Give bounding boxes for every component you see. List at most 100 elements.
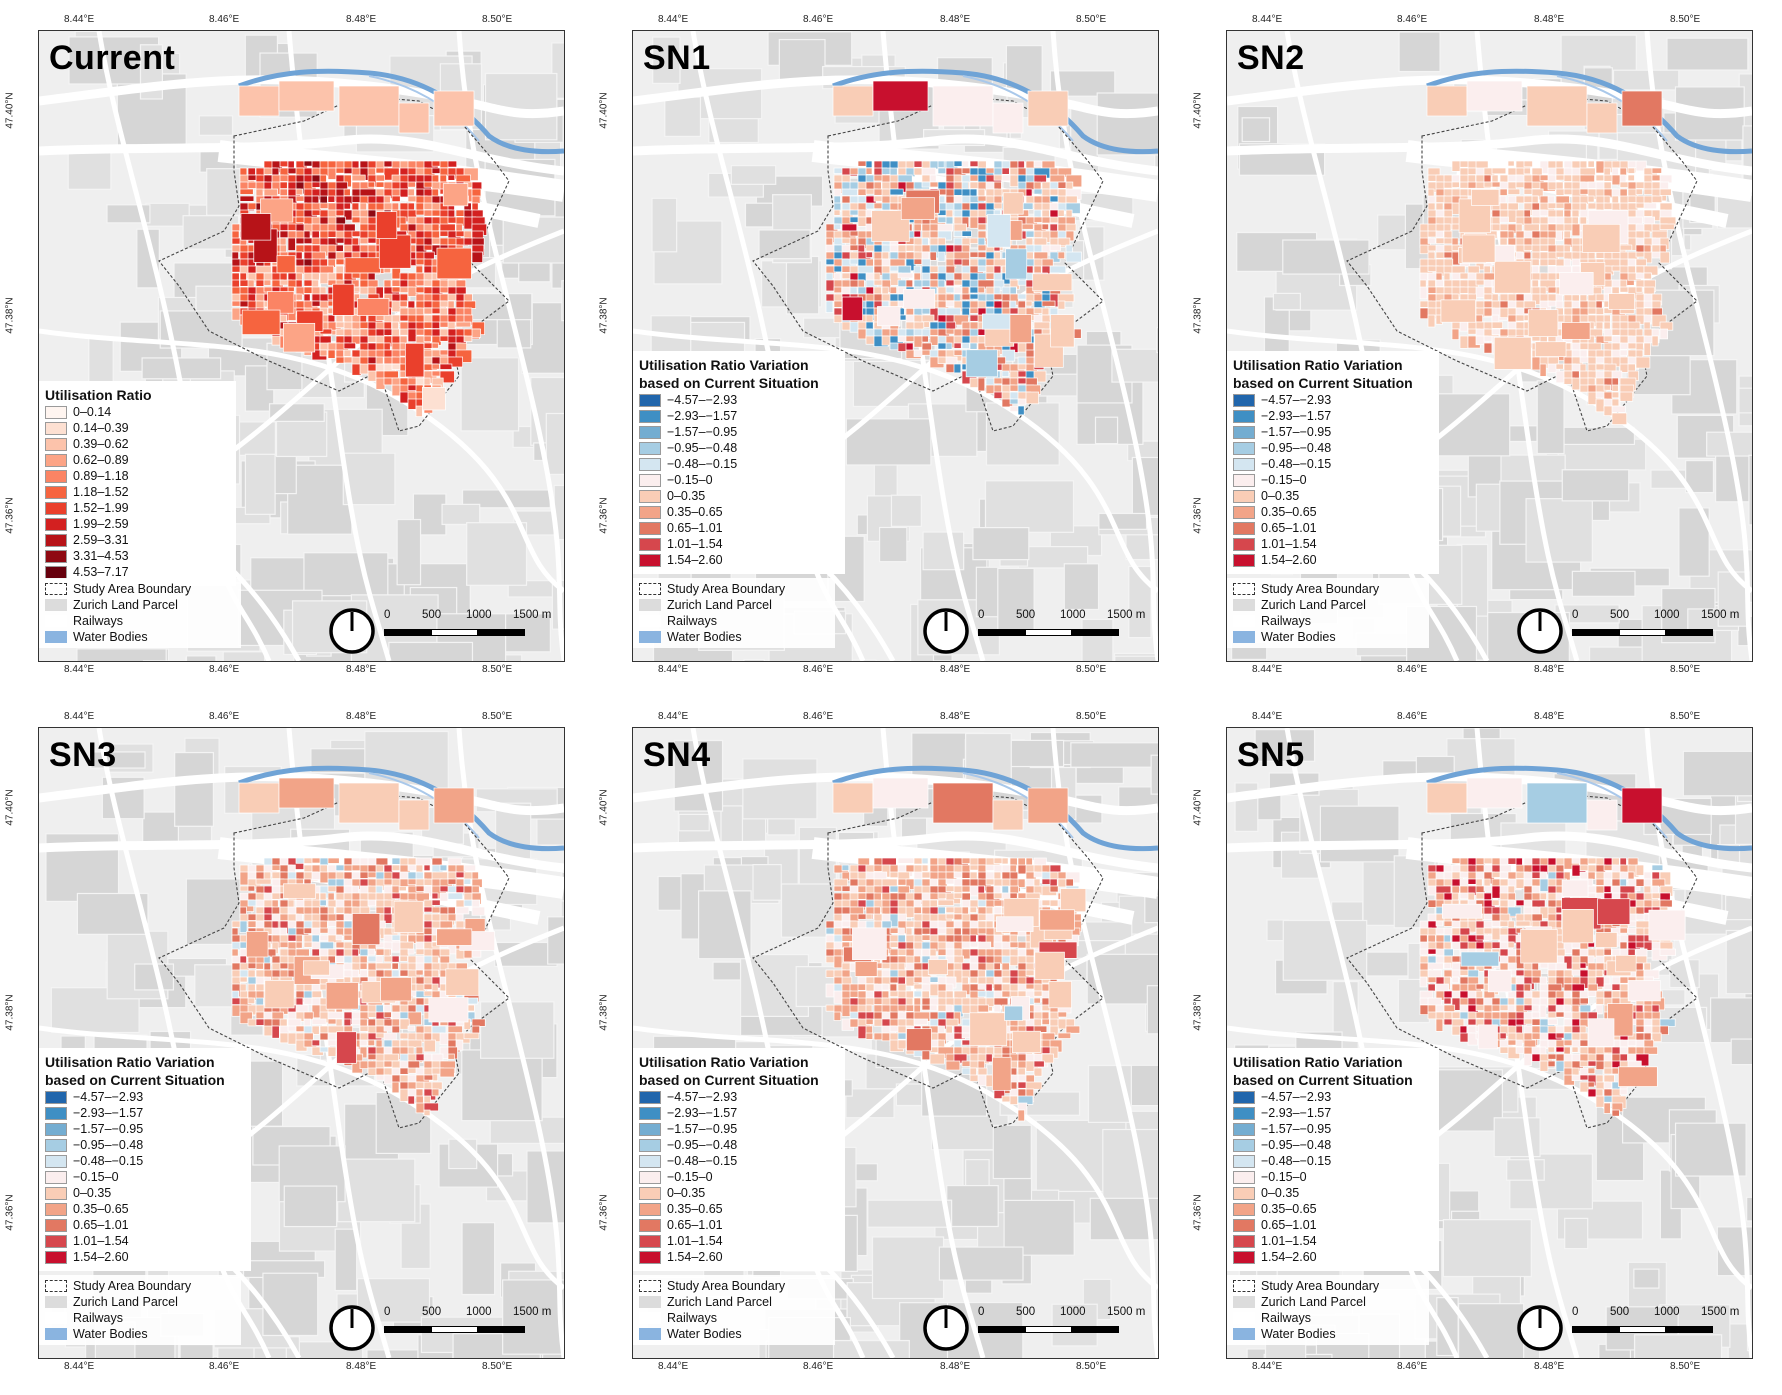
legend-class: −0.48–−0.15: [1233, 456, 1433, 472]
land-parcel-coloured: [423, 321, 433, 329]
land-parcel-coloured: [455, 342, 467, 352]
land-parcel-coloured: [1523, 244, 1534, 251]
base-layers-legend: Study Area Boundary Zurich Land Parcel Rai…: [1227, 578, 1429, 648]
legend-class-label: 1.54–2.60: [73, 1250, 129, 1264]
land-parcel-coloured: [1579, 342, 1589, 350]
land-parcel-coloured: [367, 899, 376, 907]
legend-class: −4.57–−2.93: [639, 392, 839, 408]
land-parcel-coloured: [279, 927, 287, 936]
land-parcel-coloured: [881, 878, 898, 887]
land-parcel-coloured: [359, 955, 368, 964]
legend-class: −0.15–0: [1233, 472, 1433, 488]
latitude-tick-label: 47.40°N: [598, 789, 610, 826]
land-parcel-coloured: [865, 167, 873, 175]
road: [633, 831, 1158, 873]
land-parcel-coloured: [1571, 258, 1581, 266]
land-parcel-coloured: [1025, 300, 1033, 307]
longitude-tick-label: 8.46°E: [803, 664, 834, 675]
legend-class: 0.65–1.01: [639, 520, 839, 536]
base-legend-label: Study Area Boundary: [73, 582, 192, 596]
land-parcel: [1005, 45, 1043, 93]
land-parcel-coloured: [415, 1067, 425, 1076]
land-parcel-coloured: [849, 906, 864, 915]
scale-bar-label: 0: [1572, 609, 1579, 621]
legend-class: −1.57–−0.95: [639, 424, 839, 440]
base-legend-label: Railways: [1261, 614, 1312, 628]
land-parcel-coloured: [447, 1053, 455, 1060]
map-frame: SN4 Utilisation Ratio Variation based on C…: [632, 727, 1159, 1359]
base-legend-label: Water Bodies: [667, 630, 742, 644]
land-parcel-coloured: [367, 1039, 375, 1047]
land-parcel-coloured: [295, 941, 303, 949]
river-branch: [368, 772, 480, 839]
land-parcel-coloured: [287, 237, 296, 251]
legend-title: Utilisation Ratio: [45, 387, 152, 403]
land-parcel-large: [1440, 299, 1476, 323]
land-parcel-coloured: [1017, 878, 1026, 888]
land-parcel-coloured: [367, 181, 376, 188]
land-parcel-large: [332, 283, 355, 316]
land-parcel-coloured: [367, 878, 377, 887]
land-parcel-coloured: [311, 286, 321, 295]
land-parcel-large: [405, 342, 425, 378]
land-parcel-coloured: [367, 272, 376, 281]
legend-class: 3.31–4.53: [45, 548, 230, 564]
land-parcel-large: [903, 288, 936, 309]
land-parcel-coloured: [367, 363, 378, 373]
legend-class: 2.59–3.31: [45, 532, 230, 548]
legend-class: −1.57–−0.95: [45, 1121, 245, 1137]
scale-bar-segment: [384, 629, 431, 636]
land-parcel-coloured: [431, 1088, 440, 1097]
land-parcel-coloured: [383, 1025, 393, 1032]
land-parcel-coloured: [399, 300, 408, 308]
land-parcel-coloured: [913, 906, 922, 914]
land-parcel-large: [428, 997, 469, 1023]
land-parcel-coloured: [391, 864, 401, 871]
land-parcel-large: [352, 913, 381, 945]
land-parcel-coloured: [1587, 195, 1595, 203]
land-parcel-coloured: [961, 976, 969, 985]
land-parcel-coloured: [375, 864, 384, 873]
land-parcel-coloured: [383, 377, 394, 386]
legend-swatch: [1233, 409, 1255, 423]
land-parcel-coloured: [295, 188, 304, 196]
scale-bar-segment: [1025, 629, 1072, 636]
land-parcel: [1003, 1199, 1075, 1256]
land-parcel-coloured: [1659, 188, 1672, 196]
land-parcel-coloured: [303, 1011, 314, 1020]
land-parcel: [743, 659, 765, 661]
legend-class-label: 0.35–0.65: [1261, 505, 1317, 519]
land-parcel-coloured: [447, 1025, 463, 1033]
land-parcel-coloured: [1547, 237, 1556, 246]
land-parcel-coloured: [407, 948, 415, 955]
road: [39, 831, 564, 873]
base-legend-item: Study Area Boundary: [639, 581, 829, 597]
land-parcel-coloured: [953, 314, 969, 326]
land-parcel-coloured: [969, 237, 979, 244]
base-legend-swatch: [639, 631, 661, 643]
land-parcel-northern: [238, 782, 280, 814]
land-parcel-coloured: [1507, 188, 1521, 195]
land-parcel-coloured: [383, 370, 399, 379]
land-parcel-coloured: [841, 864, 850, 871]
road: [1050, 31, 1158, 661]
land-parcel: [992, 1124, 1032, 1180]
longitude-tick-label: 8.48°E: [940, 664, 971, 675]
scale-bar-segment: [978, 629, 1025, 636]
land-parcel-northern: [832, 85, 874, 117]
land-parcel-coloured: [431, 321, 441, 329]
land-parcel-northern: [278, 777, 335, 809]
longitude-tick-label: 8.44°E: [658, 14, 689, 25]
land-parcel-coloured: [1017, 398, 1027, 406]
land-parcel-coloured: [1419, 279, 1427, 288]
land-parcel-coloured: [343, 202, 351, 210]
panel-title: Current: [49, 39, 176, 77]
scale-bar-label: 500: [422, 1306, 442, 1318]
legend-swatch: [45, 565, 67, 579]
land-parcel-coloured: [1611, 412, 1628, 425]
land-parcel-coloured: [857, 265, 874, 275]
panel-title: SN3: [49, 736, 117, 774]
scale-bar-segment: [1572, 629, 1619, 636]
scale-bar-label: 500: [1610, 609, 1630, 621]
scale-bar: 0 500 1000 1500 m: [1572, 609, 1752, 649]
